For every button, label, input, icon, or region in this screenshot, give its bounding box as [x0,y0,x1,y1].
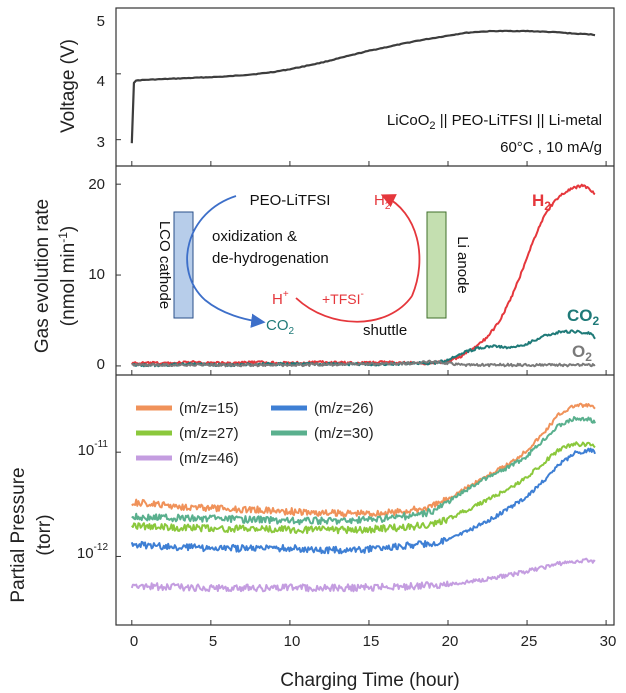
hplus-label: H+ [272,289,289,308]
legend-label-mz30: (m/z=30) [314,425,374,442]
legend-label-mz15: (m/z=15) [179,400,239,417]
pressure-series-line-mz15 [131,402,596,518]
cathode-electrode [173,211,194,319]
voltage-series-line-0 [130,29,596,144]
oxidation-arrow [186,195,266,328]
reaction-label-1: oxidization & [212,228,297,245]
tfsi-label: +TFSI- [322,289,364,307]
gas-plot-area [116,183,607,375]
xtick-20: 20 [442,633,459,650]
gas-evolution-panel: 0 10 20 Gas evolution rate (nmol min-1) … [32,176,607,375]
partial-pressure-panel: 10-11 10-12 Partial Pressure (torr) Char… [8,400,616,691]
xtick-30: 30 [600,633,617,650]
shuttle-arrow [295,295,413,323]
x-axis-label: Charging Time (hour) [280,670,460,691]
legend-label-mz27: (m/z=27) [179,425,239,442]
pressure-axis-unit: (torr) [34,514,55,555]
voltage-panel: 3 4 5 Voltage (V) LiCoO2 || PEO-LiTFSI |… [58,7,607,166]
voltage-ytick-5: 5 [97,13,105,30]
voltage-axis-label: Voltage (V) [58,39,79,133]
gas-ytick-0: 0 [97,356,105,373]
electrolyte-label: PEO-LiTFSI [250,192,331,209]
co2-series-label: CO2 [567,306,600,328]
gas-series-line-O2 [131,359,596,368]
xtick-15: 15 [363,633,380,650]
x-tick-labels: 0 5 10 15 20 25 30 [130,633,617,650]
mechanism-schematic: LCO cathode Li anode PEO-LiTFSI oxidizat… [156,192,471,339]
pressure-legend: (m/z=15) (m/z=26) (m/z=27) (m/z=30) (m/z… [136,400,374,467]
pressure-axis-label: Partial Pressure [8,467,29,602]
gas-ytick-10: 10 [88,266,105,283]
pressure-series-line-mz30 [131,416,596,526]
pressure-series-line-mz46 [130,557,596,593]
xtick-25: 25 [521,633,538,650]
gas-ytick-20: 20 [88,176,105,193]
shuttle-label: shuttle [363,322,407,339]
xtick-10: 10 [284,633,301,650]
gas-axis-label: Gas evolution rate [32,199,53,353]
anode-label: Li anode [454,236,471,294]
pressure-plot-area [116,402,607,625]
gas-axis-unit: (nmol min-1) [56,226,79,326]
reaction-label-2: de-hydrogenation [212,250,329,267]
pressure-ytick-1e-12: 10-12 [77,542,109,562]
legend-label-mz26: (m/z=26) [314,400,374,417]
cathode-label: LCO cathode [156,221,173,309]
voltage-ytick-4: 4 [97,73,105,90]
figure-frame [115,7,615,626]
pressure-ytick-1e-11: 10-11 [78,439,109,459]
shuttle-arrow-head [380,194,421,297]
xtick-5: 5 [209,633,217,650]
pressure-series-line-mz26 [130,447,596,555]
conditions-annotation: 60°C , 10 mA/g [500,139,602,156]
legend-label-mz46: (m/z=46) [179,450,239,467]
xtick-0: 0 [130,633,138,650]
co2-schematic-label: CO2 [266,317,295,337]
h2-schematic-label: H2 [374,192,391,212]
cell-config-annotation: LiCoO2 || PEO-LiTFSI || Li-metal [387,112,602,132]
h2-series-label: H2 [532,191,551,213]
pressure-series-line-mz27 [131,441,596,535]
voltage-ytick-3: 3 [97,134,105,151]
o2-series-label: O2 [572,342,592,364]
anode-electrode [426,211,447,319]
